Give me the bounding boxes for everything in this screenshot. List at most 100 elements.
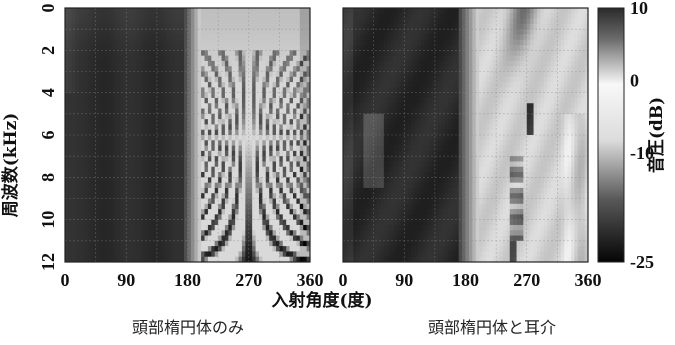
- heatmap-cell: [85, 230, 90, 236]
- heatmap-cell: [509, 71, 514, 78]
- heatmap-cell: [252, 119, 256, 125]
- heatmap-cell: [201, 113, 205, 120]
- heatmap-cell: [269, 145, 273, 152]
- heatmap-cell: [160, 182, 165, 189]
- heatmap-cell: [119, 187, 124, 194]
- heatmap-cell: [248, 18, 253, 25]
- heatmap-cell: [377, 18, 381, 25]
- heatmap-cell: [241, 166, 246, 173]
- heatmap-cell: [279, 209, 284, 215]
- heatmap-cell: [282, 161, 287, 168]
- heatmap-cell: [441, 39, 446, 46]
- heatmap-cell: [235, 198, 239, 205]
- heatmap-cell: [289, 145, 294, 152]
- heatmap-cell: [112, 166, 117, 173]
- heatmap-cell: [252, 23, 256, 30]
- heatmap-cell: [262, 113, 267, 120]
- heatmap-cell: [99, 45, 103, 51]
- heatmap-cell: [143, 140, 148, 146]
- heatmap-cell: [299, 246, 304, 252]
- heatmap-cell: [255, 82, 260, 88]
- heatmap-cell: [448, 8, 453, 14]
- heatmap-cell: [377, 108, 381, 115]
- heatmap-cell: [153, 55, 158, 62]
- heatmap-cell: [373, 97, 378, 104]
- heatmap-cell: [366, 29, 371, 35]
- heatmap-cell: [584, 76, 589, 83]
- heatmap-cell: [143, 13, 148, 19]
- heatmap-cell: [170, 55, 175, 62]
- heatmap-cell: [496, 108, 500, 115]
- heatmap-cell: [71, 182, 76, 189]
- heatmap-cell: [275, 150, 280, 157]
- heatmap-cell: [349, 108, 354, 115]
- heatmap-cell: [214, 193, 219, 199]
- heatmap-cell: [187, 60, 192, 67]
- heatmap-cell: [170, 230, 175, 236]
- heatmap-cell: [296, 135, 301, 141]
- heatmap-cell: [85, 235, 90, 242]
- heatmap-cell: [513, 34, 517, 41]
- heatmap-cell: [214, 66, 219, 72]
- heatmap-cell: [194, 246, 199, 252]
- heatmap-cell: [190, 246, 195, 252]
- heatmap-cell: [204, 129, 209, 136]
- heatmap-cell: [272, 71, 277, 78]
- heatmap-cell: [387, 108, 392, 115]
- heatmap-cell: [526, 108, 531, 115]
- heatmap-cell: [214, 219, 219, 226]
- heatmap-cell: [150, 45, 154, 51]
- heatmap-cell: [448, 71, 453, 78]
- heatmap-cell: [99, 119, 103, 125]
- heatmap-cell: [190, 124, 195, 131]
- heatmap-cell: [180, 18, 185, 25]
- heatmap-cell: [163, 161, 168, 168]
- heatmap-cell: [224, 198, 229, 205]
- heatmap-cell: [289, 76, 294, 83]
- heatmap-cell: [238, 203, 243, 210]
- heatmap-cell: [139, 240, 144, 247]
- heatmap-cell: [499, 76, 504, 83]
- heatmap-cell: [434, 71, 439, 78]
- heatmap-cell: [343, 71, 347, 78]
- heatmap-cell: [204, 50, 209, 57]
- heatmap-cell: [150, 214, 154, 221]
- heatmap-cell: [235, 55, 239, 62]
- heatmap-cell: [65, 13, 69, 19]
- heatmap-cell: [173, 39, 178, 46]
- heatmap-cell: [88, 108, 93, 115]
- heatmap-cell: [431, 55, 436, 62]
- heatmap-cell: [356, 34, 361, 41]
- heatmap-cell: [184, 177, 188, 184]
- heatmap-cell: [404, 29, 409, 35]
- heatmap-cell: [221, 92, 226, 99]
- heatmap-cell: [85, 29, 90, 35]
- heatmap-cell: [211, 198, 216, 205]
- heatmap-cell: [78, 182, 83, 189]
- heatmap-cell: [526, 34, 531, 41]
- heatmap-cell: [163, 23, 168, 30]
- heatmap-cell: [438, 103, 443, 109]
- heatmap-cell: [184, 198, 188, 205]
- heatmap-cell: [421, 23, 426, 30]
- heatmap-cell: [248, 161, 253, 168]
- heatmap-cell: [122, 18, 127, 25]
- heatmap-cell: [214, 60, 219, 67]
- heatmap-cell: [407, 97, 412, 104]
- heatmap-cell: [173, 87, 178, 94]
- heatmap-cell: [241, 92, 246, 99]
- heatmap-cell: [167, 34, 171, 41]
- heatmap-cell: [248, 108, 253, 115]
- heatmap-cell: [116, 156, 120, 162]
- heatmap-cell: [173, 235, 178, 242]
- heatmap-cell: [126, 140, 131, 146]
- heatmap-cell: [204, 82, 209, 88]
- heatmap-cell: [214, 23, 219, 30]
- heatmap-cell: [292, 246, 297, 252]
- heatmap-cell: [126, 230, 131, 236]
- heatmap-cell: [275, 235, 280, 242]
- heatmap-cell: [163, 193, 168, 199]
- heatmap-cell: [479, 13, 483, 19]
- heatmap-cell: [279, 172, 284, 178]
- heatmap-cell: [296, 145, 301, 152]
